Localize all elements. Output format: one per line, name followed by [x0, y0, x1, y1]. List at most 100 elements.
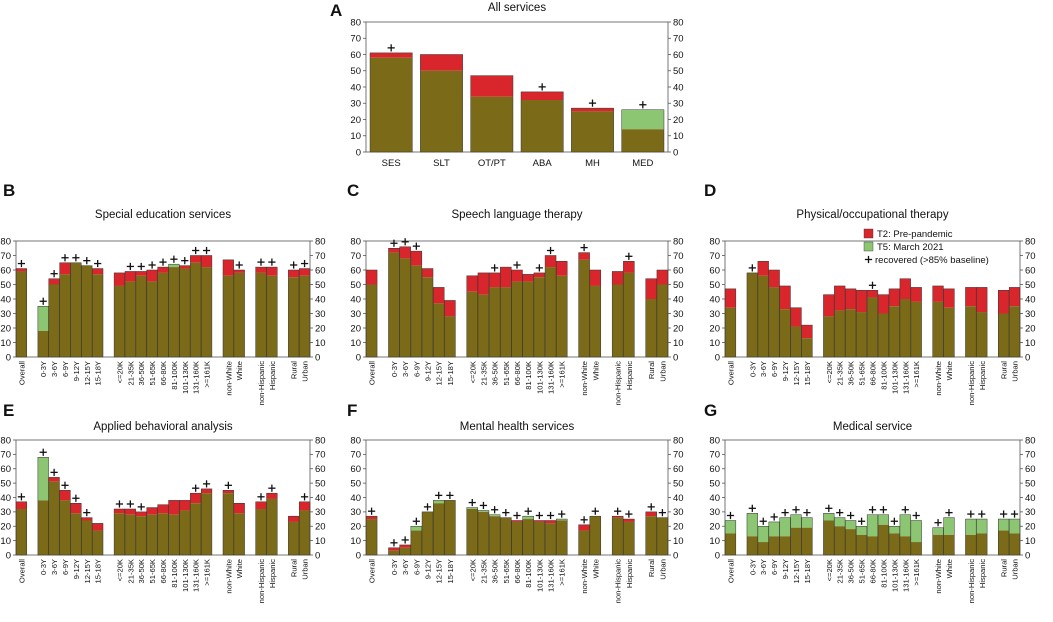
bar-d-23-overlap [976, 312, 988, 357]
bar-e-20-outline [233, 503, 245, 556]
bar-d-15-overlap [888, 306, 900, 357]
x-tick-label: 12-15Y [83, 559, 92, 584]
bar-f-15-top [533, 520, 545, 522]
bar-c-17-overlap [556, 275, 568, 357]
bar-b-25-top [288, 270, 300, 278]
bar-c-6-top [433, 287, 445, 304]
bar-g-5-overlap [779, 536, 791, 555]
y-tick-label-right: 80 [1025, 236, 1036, 247]
bar-c-10-top [477, 272, 489, 295]
x-tick-label: 131-160K [192, 361, 201, 394]
panel-label-f: F [347, 401, 357, 420]
bar-e-10-overlap [124, 514, 136, 555]
bar-d-25-overlap [998, 313, 1009, 357]
x-tick-label: 12-15Y [792, 559, 801, 584]
bar-d-20-overlap [943, 307, 955, 357]
x-tick-label: 21-35K [126, 559, 135, 584]
bar-e-23-overlap [266, 498, 278, 555]
y-tick-label-right: 70 [1025, 251, 1036, 262]
y-tick-label: 30 [709, 309, 720, 320]
bar-d-4-top [768, 270, 780, 288]
y-tick-label: 0 [356, 147, 361, 158]
x-tick-label: 51-65K [148, 559, 157, 584]
x-tick-label: 15-18Y [446, 361, 455, 386]
y-tick-label-right: 10 [315, 536, 326, 547]
x-tick-label: SES [382, 158, 401, 169]
x-tick-label: <=20K [825, 559, 834, 581]
bar-e-12-top [146, 507, 158, 515]
bar-b-6-overlap [81, 265, 93, 357]
bar-e-26-overlap [299, 510, 310, 555]
y-tick-label: 40 [0, 294, 11, 305]
x-tick-label: Overall [368, 361, 377, 385]
bar-g-14-top [878, 514, 889, 525]
bar-d-10-top [834, 285, 846, 311]
panel-d: D Physical/occupational therapy 0 0 10 10 20 20… [704, 181, 1036, 405]
bar-b-14-overlap [168, 267, 180, 357]
y-tick-label: 50 [709, 478, 720, 489]
y-tick-label-right: 30 [673, 507, 684, 518]
bar-g-9-top [823, 513, 835, 521]
x-tick-label: 9-12Y [72, 559, 81, 579]
panel-label-g: G [704, 401, 717, 420]
y-tick-label-right: 60 [315, 265, 326, 276]
bar-f-11-overlap [489, 516, 501, 555]
bar-f-16-overlap [545, 523, 557, 555]
bar-e-2-top [37, 457, 49, 501]
bar-g-3-top [757, 526, 769, 543]
x-tick-label: Overall [726, 361, 735, 385]
x-tick-label: ABA [533, 158, 553, 169]
y-tick-label-right: 20 [1025, 323, 1036, 334]
x-tick-label: 36-50K [491, 361, 500, 386]
y-tick-label: 80 [0, 435, 11, 446]
bar-d-23-outline [976, 287, 988, 358]
bar-c-11-overlap [489, 287, 501, 357]
y-tick-label: 30 [350, 309, 361, 320]
x-tick-label: 131-160K [547, 559, 556, 592]
panel-c: C Speech language therapy 0 0 10 10 20 20 30 30 40… [347, 181, 684, 405]
bar-a-2-overlap [470, 96, 513, 152]
bar-c-0-top [366, 270, 378, 285]
x-tick-label: 0-3Y [748, 361, 757, 377]
bar-f-11-top [489, 514, 501, 517]
bar-f-17-overlap [556, 520, 568, 555]
y-tick-label: 60 [0, 265, 11, 276]
bar-f-20-outline [589, 515, 602, 556]
bar-c-11-top [489, 272, 501, 288]
bar-b-15-overlap [179, 268, 191, 357]
y-tick-label: 70 [350, 34, 361, 45]
bar-b-16-top [190, 255, 202, 263]
y-tick-label-right: 80 [315, 236, 326, 247]
bar-g-5-top [779, 517, 791, 537]
legend-label-t5: T5: March 2021 [877, 242, 944, 253]
bar-a-4-top [571, 108, 614, 112]
bar-b-7-top [92, 268, 104, 275]
bar-g-6-top [790, 514, 802, 528]
bar-b-23-top [266, 267, 278, 276]
bar-a-1-top [420, 54, 463, 71]
y-tick-label: 10 [350, 338, 361, 349]
bar-d-11-overlap [845, 309, 857, 357]
bar-d-16-top [899, 278, 911, 299]
bar-b-12-top [146, 270, 158, 282]
x-tick-label: White [945, 559, 954, 578]
x-tick-label: non-Hispanic [614, 361, 623, 406]
bar-c-20-overlap [589, 285, 601, 357]
bar-b-3-top [48, 278, 60, 285]
y-tick-label: 50 [350, 66, 361, 77]
x-tick-label: 81-100K [879, 559, 888, 588]
bar-b-19-top [222, 259, 234, 276]
x-tick-label: non-Hispanic [257, 361, 266, 406]
bar-g-19-overlap [932, 534, 944, 555]
x-tick-label: 15-18Y [94, 559, 103, 584]
bar-d-26-overlap [1009, 306, 1020, 357]
bar-b-20-top [233, 270, 245, 273]
bar-b-23-overlap [266, 275, 278, 357]
x-tick-label: White [945, 361, 954, 380]
y-tick-label-right: 50 [673, 478, 684, 489]
bar-e-4-top [59, 490, 71, 501]
bar-e-3-top [48, 477, 60, 482]
bar-g-25-top [998, 519, 1009, 531]
bar-e-14-overlap [168, 514, 180, 555]
bar-e-22-top [255, 501, 267, 509]
